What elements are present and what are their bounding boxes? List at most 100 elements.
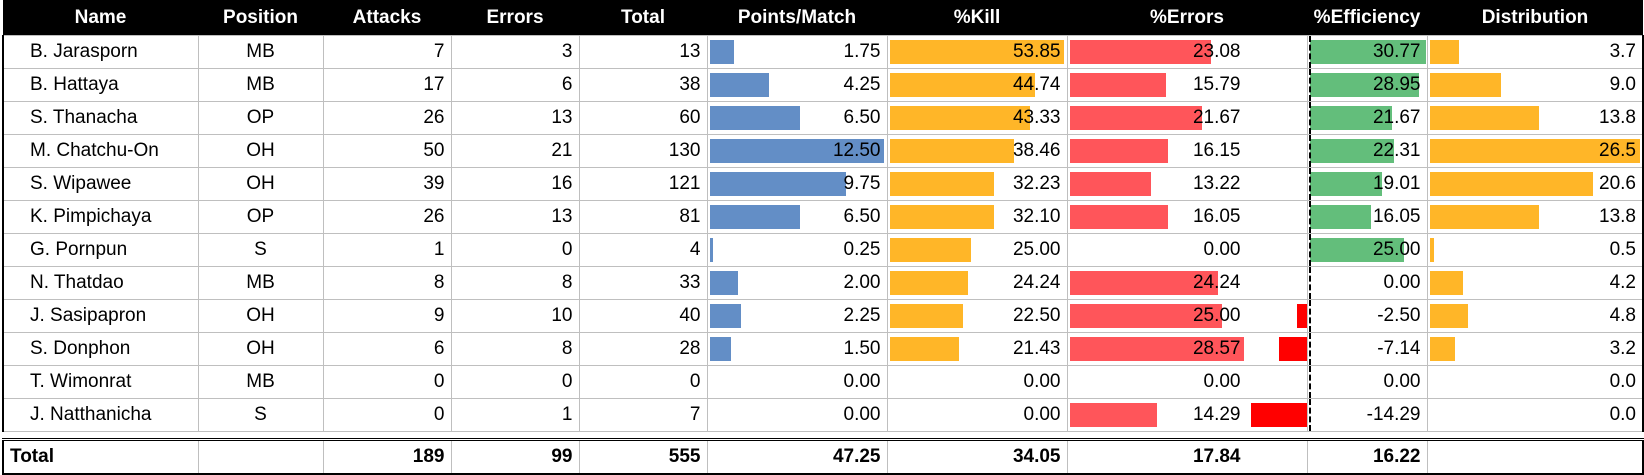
cell-efficiency-pct[interactable]: 0.00	[1306, 365, 1428, 399]
cell-points-match[interactable]: 9.75	[706, 167, 888, 201]
cell-name[interactable]: S. Wipawee	[2, 167, 199, 201]
cell-points-match[interactable]: 1.75	[706, 35, 888, 69]
cell-total[interactable]: 0	[578, 365, 708, 399]
cell-kill-pct[interactable]: 22.50	[886, 299, 1068, 333]
cell-kill-pct[interactable]: 24.24	[886, 266, 1068, 300]
cell-distribution[interactable]: 9.0	[1426, 68, 1644, 102]
cell-kill-pct[interactable]: 38.46	[886, 134, 1068, 168]
cell-position[interactable]: MB	[197, 365, 324, 399]
cell-kill-pct[interactable]: 0.00	[886, 365, 1068, 399]
cell-efficiency-pct[interactable]: 22.31	[1306, 134, 1428, 168]
cell-name[interactable]: B. Hattaya	[2, 68, 199, 102]
cell-kill-pct[interactable]: 0.00	[886, 398, 1068, 432]
total-errors-pct[interactable]: 17.84	[1066, 438, 1308, 475]
header-errors-pct[interactable]: %Errors	[1067, 0, 1307, 36]
cell-name[interactable]: T. Wimonrat	[2, 365, 199, 399]
cell-efficiency-pct[interactable]: 0.00	[1306, 266, 1428, 300]
total-attacks[interactable]: 189	[322, 438, 452, 475]
cell-kill-pct[interactable]: 21.43	[886, 332, 1068, 366]
cell-points-match[interactable]: 0.25	[706, 233, 888, 267]
cell-attacks[interactable]: 17	[322, 68, 452, 102]
cell-errors-pct[interactable]: 28.57	[1066, 332, 1308, 366]
cell-distribution[interactable]: 4.2	[1426, 266, 1644, 300]
cell-efficiency-pct[interactable]: 30.77	[1306, 35, 1428, 69]
cell-attacks[interactable]: 9	[322, 299, 452, 333]
cell-efficiency-pct[interactable]: -14.29	[1306, 398, 1428, 432]
cell-attacks[interactable]: 8	[322, 266, 452, 300]
cell-errors[interactable]: 10	[450, 299, 580, 333]
cell-total[interactable]: 7	[578, 398, 708, 432]
header-errors[interactable]: Errors	[451, 0, 579, 36]
cell-position[interactable]: OH	[197, 299, 324, 333]
cell-points-match[interactable]: 0.00	[706, 398, 888, 432]
cell-points-match[interactable]: 2.00	[706, 266, 888, 300]
cell-name[interactable]: G. Pornpun	[2, 233, 199, 267]
total-efficiency-pct[interactable]: 16.22	[1306, 438, 1428, 475]
cell-distribution[interactable]: 26.5	[1426, 134, 1644, 168]
cell-points-match[interactable]: 6.50	[706, 200, 888, 234]
header-name[interactable]: Name	[3, 0, 198, 36]
header-points-match[interactable]: Points/Match	[707, 0, 887, 36]
cell-efficiency-pct[interactable]: -7.14	[1306, 332, 1428, 366]
cell-efficiency-pct[interactable]: 19.01	[1306, 167, 1428, 201]
cell-errors-pct[interactable]: 25.00	[1066, 299, 1308, 333]
cell-errors-pct[interactable]: 0.00	[1066, 365, 1308, 399]
cell-errors-pct[interactable]: 24.24	[1066, 266, 1308, 300]
cell-position[interactable]: S	[197, 398, 324, 432]
cell-points-match[interactable]: 0.00	[706, 365, 888, 399]
cell-position[interactable]: OH	[197, 332, 324, 366]
cell-errors-pct[interactable]: 14.29	[1066, 398, 1308, 432]
cell-errors-pct[interactable]: 16.05	[1066, 200, 1308, 234]
cell-attacks[interactable]: 1	[322, 233, 452, 267]
header-position[interactable]: Position	[198, 0, 323, 36]
cell-errors[interactable]: 13	[450, 200, 580, 234]
total-empty-cell[interactable]	[197, 438, 324, 475]
cell-efficiency-pct[interactable]: 25.00	[1306, 233, 1428, 267]
cell-errors-pct[interactable]: 21.67	[1066, 101, 1308, 135]
total-total[interactable]: 555	[578, 438, 708, 475]
total-errors[interactable]: 99	[450, 438, 580, 475]
cell-name[interactable]: M. Chatchu-On	[2, 134, 199, 168]
cell-errors[interactable]: 3	[450, 35, 580, 69]
header-total[interactable]: Total	[579, 0, 707, 36]
cell-name[interactable]: K. Pimpichaya	[2, 200, 199, 234]
cell-points-match[interactable]: 6.50	[706, 101, 888, 135]
cell-attacks[interactable]: 50	[322, 134, 452, 168]
cell-distribution[interactable]: 20.6	[1426, 167, 1644, 201]
cell-attacks[interactable]: 0	[322, 398, 452, 432]
cell-total[interactable]: 40	[578, 299, 708, 333]
cell-errors-pct[interactable]: 15.79	[1066, 68, 1308, 102]
cell-distribution[interactable]: 0.0	[1426, 365, 1644, 399]
cell-position[interactable]: MB	[197, 35, 324, 69]
total-points-match[interactable]: 47.25	[706, 438, 888, 475]
total-kill-pct[interactable]: 34.05	[886, 438, 1068, 475]
cell-points-match[interactable]: 12.50	[706, 134, 888, 168]
cell-position[interactable]: OP	[197, 101, 324, 135]
total-label[interactable]: Total	[2, 438, 199, 475]
cell-kill-pct[interactable]: 53.85	[886, 35, 1068, 69]
cell-position[interactable]: OP	[197, 200, 324, 234]
cell-attacks[interactable]: 6	[322, 332, 452, 366]
cell-errors[interactable]: 21	[450, 134, 580, 168]
cell-errors[interactable]: 0	[450, 365, 580, 399]
cell-name[interactable]: J. Sasipapron	[2, 299, 199, 333]
cell-errors[interactable]: 0	[450, 233, 580, 267]
header-kill-pct[interactable]: %Kill	[887, 0, 1067, 36]
cell-errors[interactable]: 16	[450, 167, 580, 201]
cell-errors-pct[interactable]: 16.15	[1066, 134, 1308, 168]
cell-attacks[interactable]: 39	[322, 167, 452, 201]
cell-attacks[interactable]: 26	[322, 101, 452, 135]
cell-points-match[interactable]: 4.25	[706, 68, 888, 102]
cell-errors[interactable]: 1	[450, 398, 580, 432]
cell-distribution[interactable]: 13.8	[1426, 101, 1644, 135]
cell-position[interactable]: MB	[197, 266, 324, 300]
cell-attacks[interactable]: 0	[322, 365, 452, 399]
cell-total[interactable]: 28	[578, 332, 708, 366]
cell-total[interactable]: 38	[578, 68, 708, 102]
cell-total[interactable]: 33	[578, 266, 708, 300]
cell-distribution[interactable]: 3.7	[1426, 35, 1644, 69]
header-attacks[interactable]: Attacks	[323, 0, 451, 36]
cell-errors[interactable]: 8	[450, 266, 580, 300]
cell-position[interactable]: S	[197, 233, 324, 267]
cell-attacks[interactable]: 26	[322, 200, 452, 234]
